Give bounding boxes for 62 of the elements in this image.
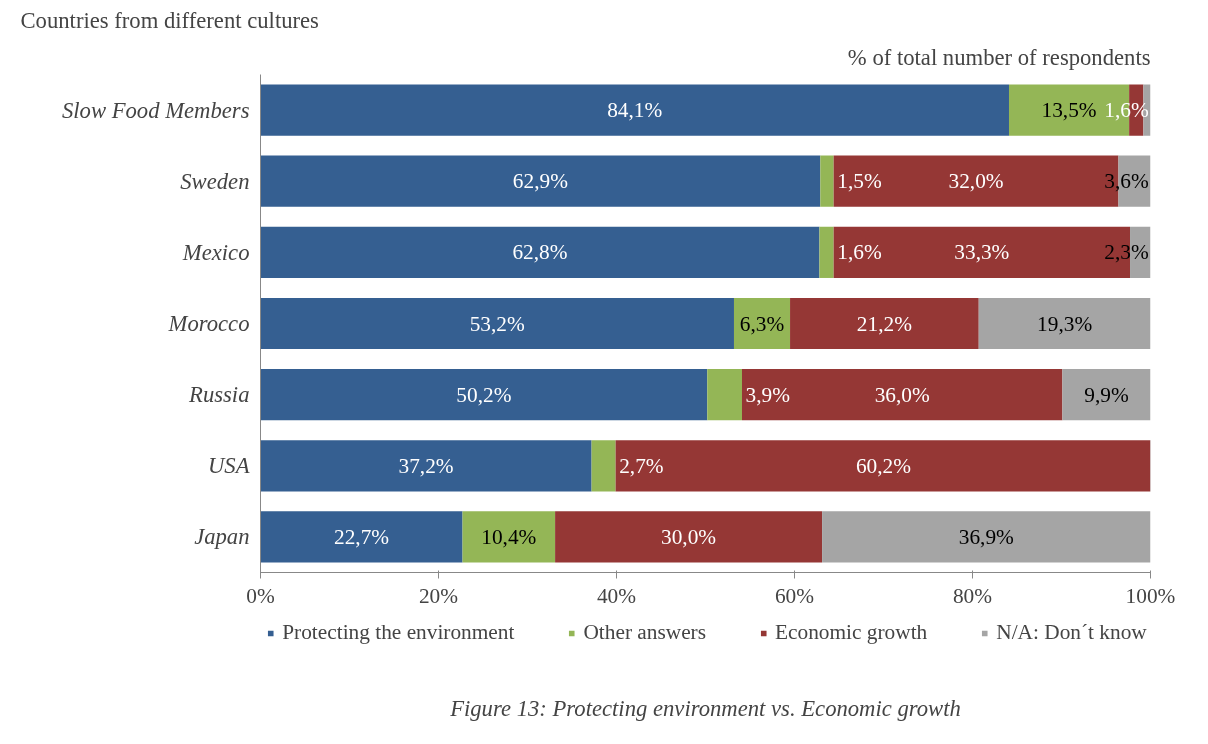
legend-label: Protecting the environment — [282, 620, 515, 645]
data-label: 9,9% — [1084, 382, 1129, 407]
data-label: 62,8% — [512, 240, 568, 265]
bar — [260, 511, 463, 563]
bar — [555, 511, 823, 563]
data-label: 33,3% — [954, 240, 1010, 265]
data-label: 21,2% — [856, 311, 913, 336]
data-label: 32,0% — [948, 169, 1004, 194]
caption: Figure 13: Protecting environment vs. Economic growth — [449, 695, 961, 721]
data-label: 22,7% — [333, 524, 390, 549]
bar — [260, 369, 708, 421]
data-label: 62,9% — [512, 169, 569, 194]
bar — [615, 440, 1151, 492]
bar — [591, 440, 616, 492]
x-tick-label: 20% — [418, 583, 459, 608]
legend-label: Economic growth — [775, 620, 928, 645]
data-label: 6,3% — [739, 311, 785, 336]
bar — [790, 297, 979, 350]
bar — [260, 84, 1009, 136]
data-label: 1,6% — [837, 240, 882, 265]
x-tick-label: 100% — [1125, 583, 1176, 608]
bar — [260, 226, 820, 278]
data-label: 36,9% — [958, 524, 1015, 549]
data-label: 1,5% — [837, 169, 882, 194]
y-tick-label: Morocco — [167, 311, 250, 336]
bar — [260, 440, 592, 492]
chart-title: Countries from different cultures — [20, 7, 319, 33]
y-tick-label: Sweden — [180, 168, 250, 194]
y-tick-label: Japan — [194, 524, 250, 550]
bar — [260, 155, 821, 207]
x-axis-title: % of total number of respondents — [847, 44, 1151, 70]
x-tick-label: 60% — [774, 583, 815, 608]
x-tick-label: 0% — [246, 583, 275, 608]
data-label: 36,0% — [874, 382, 930, 407]
x-tick-label: 40% — [596, 583, 637, 608]
data-label: 50,2% — [456, 382, 512, 407]
x-tick-label: 80% — [952, 583, 993, 608]
data-label: 2,7% — [619, 453, 664, 478]
bar — [741, 369, 1063, 421]
bar — [820, 155, 834, 207]
data-label: 19,3% — [1037, 311, 1093, 336]
data-label: 60,2% — [855, 453, 912, 478]
y-tick-label: USA — [207, 453, 250, 479]
bar — [819, 226, 834, 278]
data-label: 84,1% — [607, 98, 663, 123]
data-label: 30,0% — [661, 524, 717, 549]
data-label: 37,2% — [398, 453, 454, 478]
bar — [260, 297, 734, 350]
data-label: 13,5% — [1041, 98, 1097, 123]
bar — [1062, 369, 1151, 421]
data-label: 10,4% — [481, 524, 537, 549]
bar — [707, 369, 742, 421]
bar — [462, 511, 556, 563]
legend-label: Other answers — [583, 620, 707, 645]
bar — [978, 297, 1151, 350]
y-tick-label: Slow Food Members — [61, 97, 250, 123]
data-label: 3,9% — [745, 382, 791, 407]
y-tick-label: Mexico — [181, 239, 250, 265]
legend-label: N/A: Don´t know — [996, 620, 1147, 645]
data-label: 53,2% — [469, 311, 526, 336]
y-tick-label: Russia — [188, 382, 250, 408]
bar — [822, 511, 1151, 563]
